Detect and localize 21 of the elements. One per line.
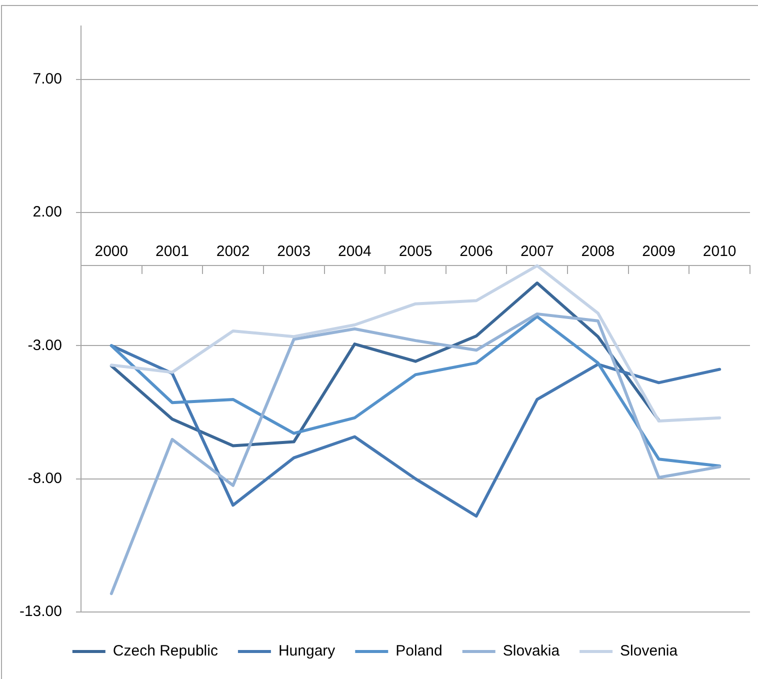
x-tick-label: 2005 [398, 242, 432, 260]
y-tick-label: -3.00 [28, 336, 62, 354]
legend-label: Poland [396, 642, 442, 660]
legend-label: Slovakia [502, 642, 560, 660]
y-tick-label: 7.00 [32, 70, 62, 88]
x-tick-label: 2010 [702, 242, 736, 260]
y-tick-label: 2.00 [32, 204, 62, 221]
x-tick-label: 2006 [460, 242, 494, 260]
y-tick-label: -13.00 [19, 603, 62, 620]
x-tick-label: 2003 [277, 242, 311, 260]
legend-label: Slovenia [620, 642, 678, 660]
legend-label: Czech Republic [112, 642, 218, 660]
legend-label: Hungary [278, 642, 336, 660]
x-tick-label: 2007 [520, 242, 554, 260]
x-tick-label: 2008 [581, 242, 615, 260]
x-tick-label: 2004 [338, 242, 372, 260]
x-tick-label: 2009 [642, 242, 676, 260]
x-tick-label: 2000 [94, 242, 128, 260]
x-tick-label: 2002 [216, 242, 250, 260]
x-tick-label: 2001 [156, 242, 189, 260]
y-tick-label: -8.00 [28, 470, 62, 487]
